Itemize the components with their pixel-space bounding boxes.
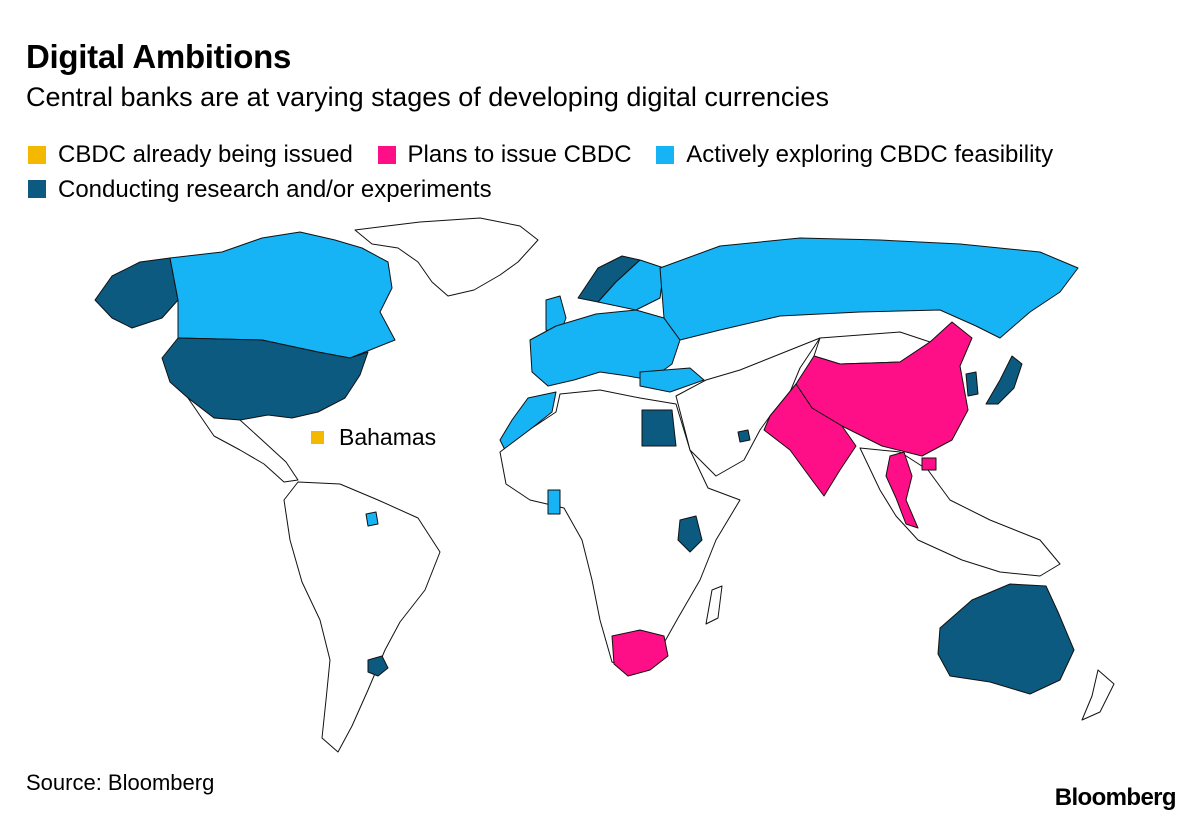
region-thailand [885, 451, 919, 529]
legend-label-plans: Plans to issue CBDC [407, 141, 632, 168]
region-australia [937, 583, 1075, 695]
region-morocco [499, 391, 557, 453]
legend-swatch-research [28, 180, 46, 198]
region-south-america [283, 481, 441, 753]
legend: CBDC already being issued Plans to issue… [28, 138, 1188, 207]
legend-swatch-issued [28, 145, 46, 164]
region-alaska [94, 257, 179, 329]
region-africa [499, 389, 741, 671]
region-cambodia [921, 457, 937, 471]
region-mexico-central-america [187, 397, 299, 483]
legend-swatch-plans [377, 145, 396, 164]
legend-label-issued: CBDC already being issued [58, 141, 353, 168]
bloomberg-logo: Bloomberg [1054, 784, 1177, 811]
region-new-zealand [1081, 669, 1115, 721]
bahamas-annotation: Bahamas [311, 424, 436, 451]
legend-label-research: Conducting research and/or experiments [58, 175, 492, 203]
region-madagascar [705, 585, 723, 625]
region-usa [161, 337, 369, 421]
region-turkey [639, 367, 705, 393]
region-french-guiana [365, 511, 379, 527]
region-korea [965, 371, 979, 397]
region-japan [985, 355, 1023, 405]
source-note: Source: Bloomberg [26, 770, 215, 795]
region-russia [659, 237, 1079, 341]
chart-subtitle: Central banks are at varying stages of d… [26, 82, 829, 112]
world-map [94, 217, 1115, 753]
legend-item-research: Conducting research and/or experiments [28, 173, 492, 206]
bahamas-label: Bahamas [339, 424, 437, 450]
legend-item-plans: Plans to issue CBDC [377, 138, 632, 171]
region-south-africa [611, 629, 669, 677]
region-kenya [677, 515, 703, 553]
region-greenland [354, 217, 539, 297]
legend-swatch-exploring [656, 145, 675, 164]
legend-label-exploring: Actively exploring CBDC feasibility [686, 141, 1054, 168]
region-ghana [547, 489, 561, 515]
region-egypt [641, 409, 677, 447]
bahamas-marker [311, 431, 324, 444]
region-india [763, 383, 857, 497]
region-uae [737, 429, 751, 443]
chart-title: Digital Ambitions [26, 38, 292, 75]
legend-item-issued: CBDC already being issued [28, 138, 353, 171]
region-uruguay [367, 655, 389, 677]
legend-item-exploring: Actively exploring CBDC feasibility [656, 138, 1053, 171]
